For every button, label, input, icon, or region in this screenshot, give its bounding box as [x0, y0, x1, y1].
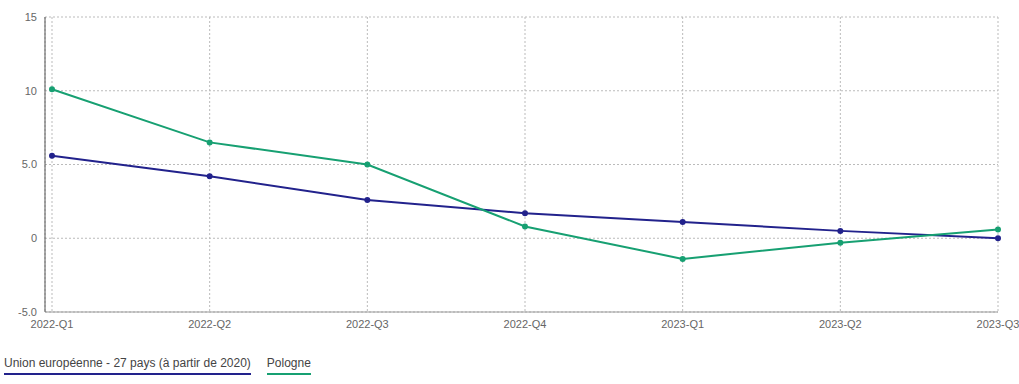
svg-text:-5.0: -5.0 [18, 306, 37, 318]
svg-text:2022-Q1: 2022-Q1 [31, 318, 74, 330]
svg-text:2022-Q2: 2022-Q2 [188, 318, 231, 330]
html-text:Union européenne - 27 pays (à: Union européenne - 27 pays (à partir de … [4, 356, 251, 370]
svg-text:10: 10 [25, 85, 37, 97]
svg-text:2022-Q4: 2022-Q4 [504, 318, 547, 330]
svg-text:15: 15 [25, 11, 37, 23]
html-text:Pologne: Pologne [266, 356, 311, 370]
svg-text:2023-Q1: 2023-Q1 [661, 318, 704, 330]
svg-text:2023-Q3: 2023-Q3 [977, 318, 1011, 330]
svg-text:0: 0 [31, 232, 37, 244]
svg-text:5.0: 5.0 [22, 158, 37, 170]
svg-text:2023-Q2: 2023-Q2 [819, 318, 862, 330]
svg-text:2022-Q3: 2022-Q3 [346, 318, 389, 330]
